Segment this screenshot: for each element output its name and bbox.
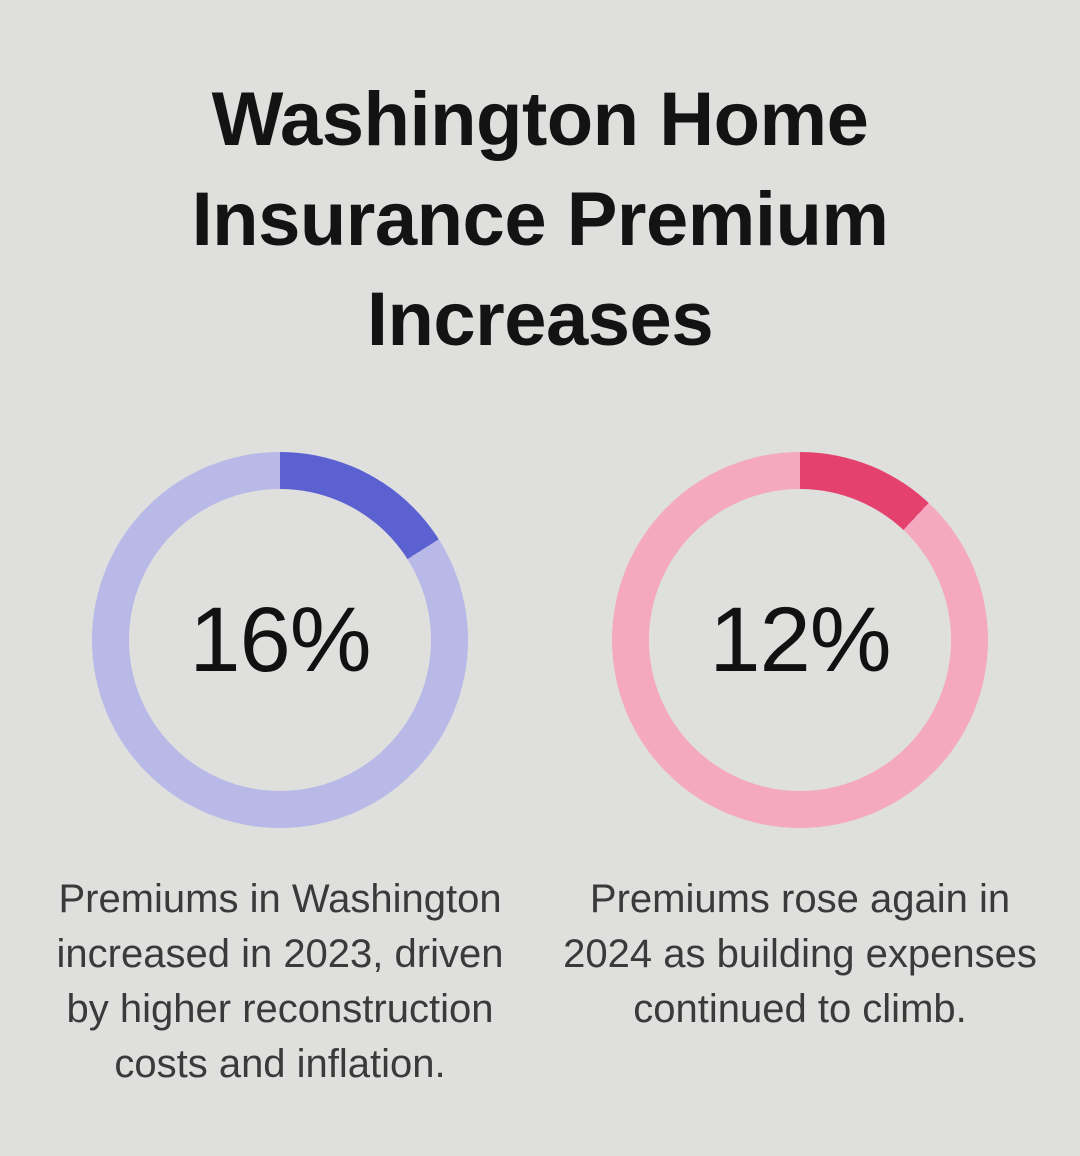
charts-row: 16% 12% bbox=[0, 452, 1080, 828]
page-title-line-2: Insurance Premium bbox=[191, 177, 889, 262]
donut-chart-2024: 12% bbox=[612, 452, 988, 828]
donut-hole-2024: 12% bbox=[649, 489, 951, 791]
donut-hole-2023: 16% bbox=[129, 489, 431, 791]
page-title-line-1: Washington Home bbox=[211, 77, 869, 162]
page-title: Washington Home Insurance Premium Increa… bbox=[0, 0, 1080, 370]
caption-2024: Premiums rose again in 2024 as building … bbox=[563, 877, 1037, 1031]
donut-chart-2023: 16% bbox=[92, 452, 468, 828]
page-title-line-3: Increases bbox=[366, 277, 714, 362]
percent-label-2023: 16% bbox=[189, 588, 371, 691]
captions-row: Premiums in Washington increased in 2023… bbox=[0, 872, 1080, 1092]
percent-label-2024: 12% bbox=[709, 588, 891, 691]
caption-2023: Premiums in Washington increased in 2023… bbox=[56, 877, 504, 1086]
